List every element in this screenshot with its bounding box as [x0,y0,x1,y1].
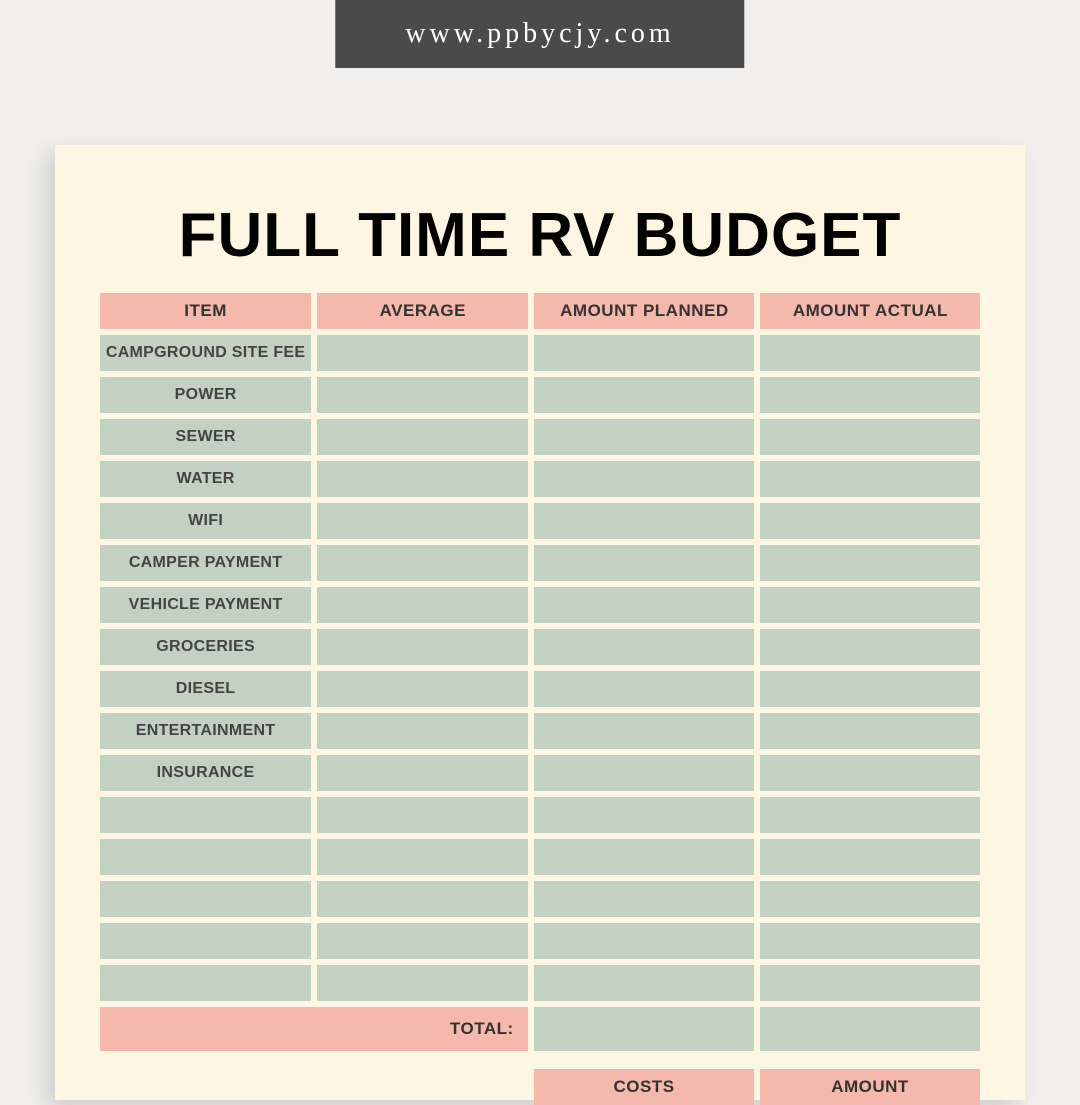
cell-item[interactable]: INSURANCE [100,755,311,791]
table-row: VEHICLE PAYMENT [100,587,980,623]
table-row: INSURANCE [100,755,980,791]
cell-planned[interactable] [534,503,754,539]
cell-item[interactable]: GROCERIES [100,629,311,665]
cell-planned[interactable] [534,797,754,833]
cell-planned[interactable] [534,923,754,959]
cell-actual[interactable] [760,377,980,413]
total-planned-cell[interactable] [534,1007,754,1051]
cell-planned[interactable] [534,335,754,371]
header-planned: AMOUNT PLANNED [534,293,754,329]
cell-actual[interactable] [760,965,980,1001]
cell-actual[interactable] [760,713,980,749]
cell-item[interactable] [100,965,311,1001]
cell-actual[interactable] [760,587,980,623]
table-row: DIESEL [100,671,980,707]
cell-planned[interactable] [534,377,754,413]
cell-average[interactable] [317,839,528,875]
table-row [100,839,980,875]
cell-item[interactable]: ENTERTAINMENT [100,713,311,749]
table-row [100,881,980,917]
cell-item[interactable]: POWER [100,377,311,413]
cell-average[interactable] [317,545,528,581]
cell-actual[interactable] [760,629,980,665]
cell-item[interactable] [100,923,311,959]
cell-average[interactable] [317,461,528,497]
table-row: ENTERTAINMENT [100,713,980,749]
page-title: FULL TIME RV BUDGET [100,200,980,271]
table-row: WATER [100,461,980,497]
cell-average[interactable] [317,923,528,959]
cell-actual[interactable] [760,839,980,875]
cell-item[interactable]: CAMPGROUND SITE FEE [100,335,311,371]
cell-average[interactable] [317,377,528,413]
cell-actual[interactable] [760,923,980,959]
cell-item[interactable]: CAMPER PAYMENT [100,545,311,581]
table-row: SEWER [100,419,980,455]
cell-planned[interactable] [534,713,754,749]
sub-header-row: COSTS AMOUNT [100,1069,980,1105]
cell-planned[interactable] [534,671,754,707]
cell-actual[interactable] [760,797,980,833]
cell-actual[interactable] [760,545,980,581]
cell-planned[interactable] [534,629,754,665]
cell-average[interactable] [317,755,528,791]
budget-table: ITEM AVERAGE AMOUNT PLANNED AMOUNT ACTUA… [100,293,980,1105]
cell-planned[interactable] [534,881,754,917]
cell-item[interactable]: SEWER [100,419,311,455]
website-banner: www.ppbycjy.com [335,0,744,68]
cell-item[interactable] [100,797,311,833]
cell-average[interactable] [317,419,528,455]
cell-actual[interactable] [760,419,980,455]
table-row: POWER [100,377,980,413]
cell-item[interactable]: VEHICLE PAYMENT [100,587,311,623]
table-row [100,797,980,833]
total-row: TOTAL: [100,1007,980,1051]
cell-average[interactable] [317,671,528,707]
table-row: CAMPGROUND SITE FEE [100,335,980,371]
table-row [100,965,980,1001]
cell-planned[interactable] [534,545,754,581]
cell-average[interactable] [317,881,528,917]
cell-average[interactable] [317,965,528,1001]
cell-average[interactable] [317,629,528,665]
cell-actual[interactable] [760,461,980,497]
budget-page: FULL TIME RV BUDGET ITEM AVERAGE AMOUNT … [55,145,1025,1100]
cell-average[interactable] [317,503,528,539]
cell-actual[interactable] [760,503,980,539]
cell-planned[interactable] [534,755,754,791]
table-row: WIFI [100,503,980,539]
total-label: TOTAL: [100,1007,528,1051]
website-url: www.ppbycjy.com [405,18,674,49]
cell-actual[interactable] [760,755,980,791]
cell-planned[interactable] [534,461,754,497]
cell-item[interactable]: WATER [100,461,311,497]
table-header-row: ITEM AVERAGE AMOUNT PLANNED AMOUNT ACTUA… [100,293,980,329]
cell-actual[interactable] [760,671,980,707]
cell-actual[interactable] [760,881,980,917]
cell-item[interactable]: WIFI [100,503,311,539]
cell-average[interactable] [317,587,528,623]
cell-item[interactable] [100,839,311,875]
header-item: ITEM [100,293,311,329]
cell-planned[interactable] [534,965,754,1001]
cell-item[interactable] [100,881,311,917]
cell-planned[interactable] [534,839,754,875]
cell-average[interactable] [317,335,528,371]
header-average: AVERAGE [317,293,528,329]
cell-average[interactable] [317,797,528,833]
total-actual-cell[interactable] [760,1007,980,1051]
subheader-costs: COSTS [534,1069,754,1105]
subheader-amount: AMOUNT [760,1069,980,1105]
cell-actual[interactable] [760,335,980,371]
header-actual: AMOUNT ACTUAL [760,293,980,329]
table-row: CAMPER PAYMENT [100,545,980,581]
cell-planned[interactable] [534,419,754,455]
table-row: GROCERIES [100,629,980,665]
cell-item[interactable]: DIESEL [100,671,311,707]
cell-average[interactable] [317,713,528,749]
cell-planned[interactable] [534,587,754,623]
table-row [100,923,980,959]
